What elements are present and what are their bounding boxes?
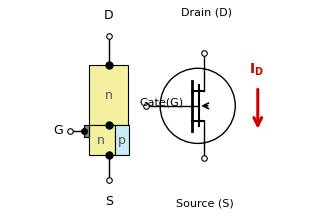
Text: Source (S): Source (S) (176, 199, 234, 208)
Text: n: n (105, 89, 112, 102)
Bar (83, 125, 89, 137)
Text: $\mathbf{I_D}$: $\mathbf{I_D}$ (249, 62, 264, 78)
Text: G: G (53, 124, 63, 137)
Text: S: S (105, 195, 112, 208)
Text: D: D (104, 9, 113, 22)
Text: p: p (118, 134, 126, 147)
Bar (89, 65, 128, 125)
Bar (115, 125, 129, 155)
Text: Gate(G): Gate(G) (139, 98, 183, 108)
Text: n: n (97, 134, 105, 147)
Bar (89, 125, 115, 155)
Text: Drain (D): Drain (D) (181, 8, 232, 17)
